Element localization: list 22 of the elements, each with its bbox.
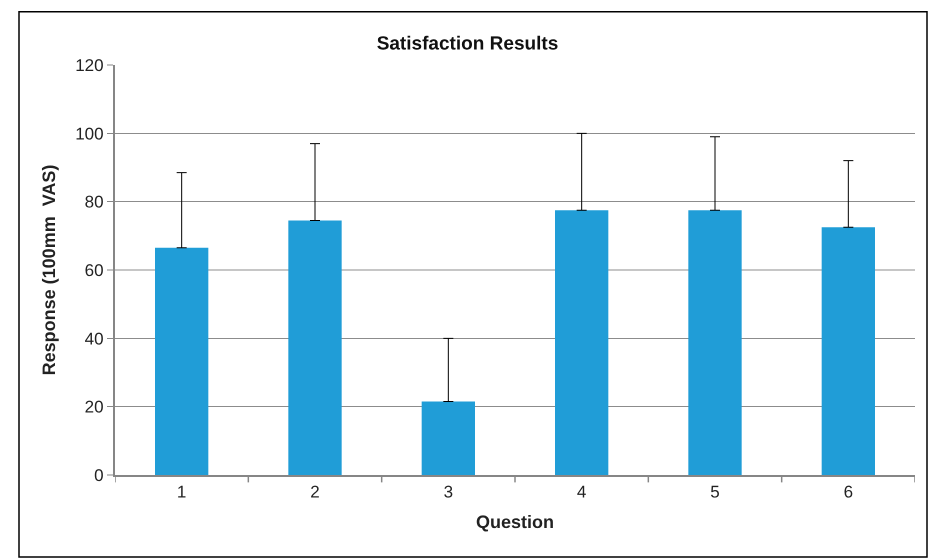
bar xyxy=(288,220,342,475)
y-tick-label: 100 xyxy=(75,124,104,144)
x-axis-title: Question xyxy=(476,512,554,532)
y-axis-title: Response (100mm VAS) xyxy=(38,164,59,376)
bar xyxy=(688,210,742,475)
bar xyxy=(822,227,875,475)
chart-title: Satisfaction Results xyxy=(376,34,558,55)
y-tick-label: 60 xyxy=(84,260,104,280)
y-tick-label: 120 xyxy=(75,56,104,75)
x-tick-label: 2 xyxy=(310,482,320,502)
y-tick-label: 80 xyxy=(84,192,104,212)
y-tick-label: 40 xyxy=(84,329,104,348)
bar xyxy=(555,210,608,475)
x-tick-label: 1 xyxy=(176,482,186,502)
bar xyxy=(155,248,208,475)
y-tick-label: 20 xyxy=(84,398,104,417)
x-tick-label: 6 xyxy=(844,482,854,502)
x-tick-label: 5 xyxy=(710,482,720,502)
y-tick-label: 0 xyxy=(94,466,104,485)
bar xyxy=(422,402,475,475)
x-tick-label: 4 xyxy=(576,482,586,502)
x-tick-label: 3 xyxy=(444,482,454,502)
